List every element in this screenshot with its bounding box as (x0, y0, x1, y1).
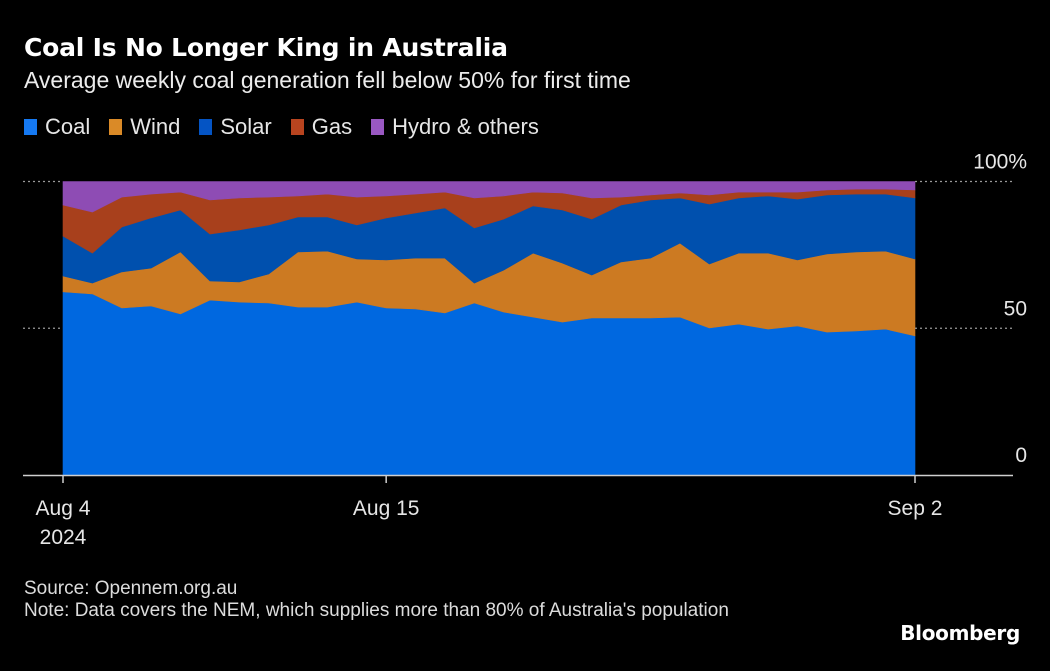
chart-subtitle: Average weekly coal generation fell belo… (24, 67, 631, 93)
gridlines (23, 180, 1013, 329)
x-tick-label: Aug 4 (36, 497, 91, 520)
legend-item-solar: Solar (199, 114, 272, 140)
legend-swatch-hydro (371, 119, 385, 135)
legend-label-hydro: Hydro & others (392, 114, 539, 139)
stacked-area-chart: 100% 50 0 Aug 4 2024 Aug 15 Sep 2 (23, 151, 1027, 549)
y-tick-label-50: 50 (1004, 297, 1027, 320)
x-axis-labels: Aug 4 2024 Aug 15 Sep 2 (36, 497, 943, 549)
legend-item-gas: Gas (290, 114, 353, 140)
legend-item-coal: Coal (24, 114, 90, 140)
legend-item-wind: Wind (109, 114, 180, 140)
area-hydro-others (62, 181, 916, 213)
x-tick-sublabel: 2024 (40, 526, 87, 549)
legend-swatch-coal (24, 119, 37, 135)
legend-swatch-solar (199, 119, 213, 135)
footer: Source: Opennem.org.au Note: Data covers… (24, 578, 784, 622)
area-layer (62, 181, 916, 476)
y-axis-labels: 100% 50 0 (973, 151, 1027, 468)
legend-label-wind: Wind (130, 114, 181, 139)
legend-label-coal: Coal (45, 114, 91, 139)
x-axis (23, 474, 1013, 483)
legend: Coal Wind Solar Gas Hydro & others (24, 114, 558, 140)
x-tick-label: Sep 2 (888, 497, 943, 520)
legend-label-gas: Gas (311, 114, 353, 139)
source-note: Source: Opennem.org.au (24, 578, 238, 599)
y-tick-label-100: 100% (973, 151, 1027, 174)
legend-item-hydro: Hydro & others (371, 114, 539, 140)
data-note: Note: Data covers the NEM, which supplie… (24, 600, 729, 621)
legend-label-solar: Solar (220, 114, 272, 139)
x-tick-label: Aug 15 (353, 497, 420, 520)
legend-swatch-gas (290, 119, 304, 135)
chart-title: Coal Is No Longer King in Australia (24, 33, 508, 62)
bloomberg-logo: Bloomberg (900, 621, 1020, 645)
legend-swatch-wind (109, 119, 123, 135)
y-tick-label-0: 0 (1015, 444, 1027, 467)
